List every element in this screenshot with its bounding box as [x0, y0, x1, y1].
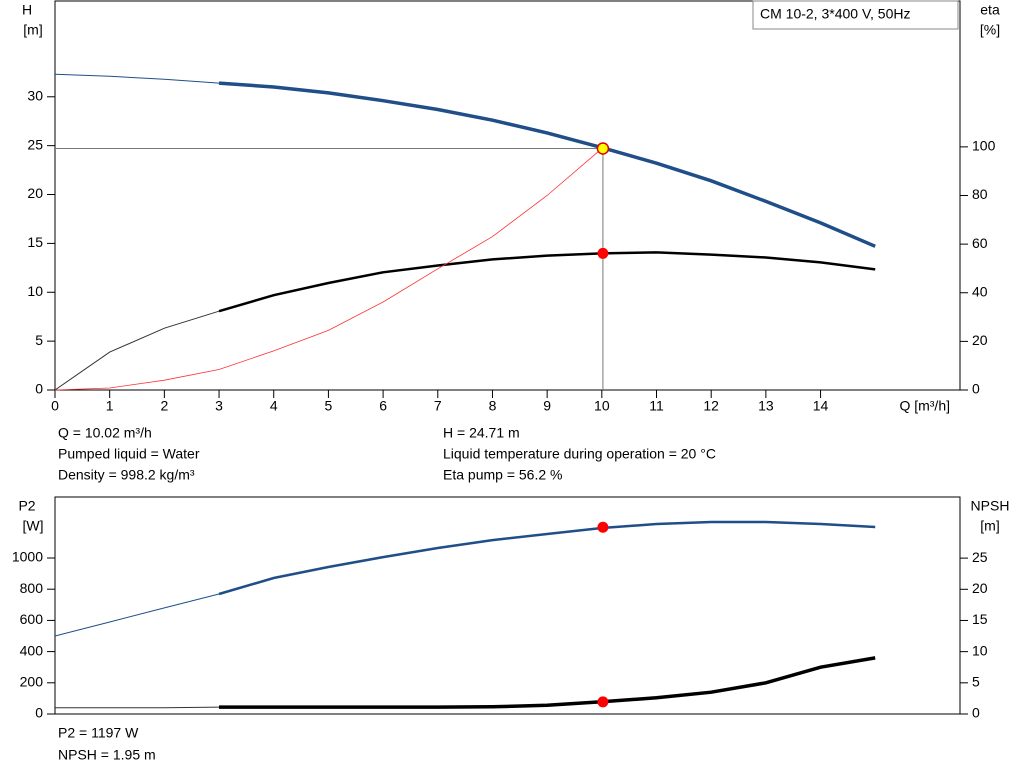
y-axis-label: H	[22, 2, 32, 18]
x-tick-label: 3	[215, 398, 223, 414]
y2-axis-label: eta	[980, 2, 1000, 18]
x-tick-label: 14	[813, 398, 829, 414]
y-tick-label: 30	[27, 87, 43, 103]
y-axis-label: P2	[18, 498, 35, 514]
annotation: Density = 998.2 kg/m³	[58, 467, 195, 483]
curve	[219, 656, 876, 709]
x-tick-label: 5	[325, 398, 333, 414]
x-tick-label: 13	[758, 398, 774, 414]
y2-tick-label: 10	[972, 642, 988, 658]
x-tick-label: 6	[379, 398, 387, 414]
curve	[54, 148, 603, 391]
operating-point	[597, 696, 609, 708]
x-tick-label: 7	[434, 398, 442, 414]
legend-text: CM 10-2, 3*400 V, 50Hz	[760, 6, 910, 22]
x-tick-label: 1	[106, 398, 114, 414]
plot-frame	[54, 496, 961, 715]
x-tick-label: 10	[594, 398, 610, 414]
annotation: P2 = 1197 W	[58, 725, 139, 741]
plot-frame	[54, 0, 961, 391]
operating-point	[596, 142, 610, 155]
annotation: NPSH = 1.95 m	[58, 747, 156, 763]
curve	[55, 706, 220, 709]
y-tick-label: 600	[20, 611, 44, 627]
y-tick-label: 20	[27, 185, 43, 201]
y2-tick-label: 0	[972, 705, 980, 721]
y2-axis-unit: [%]	[980, 22, 1000, 38]
curve	[54, 310, 220, 391]
y-tick-label: 10	[27, 283, 43, 299]
y2-tick-label: 60	[972, 235, 988, 251]
y-tick-label: 1000	[12, 549, 43, 565]
y-tick-label: 200	[20, 674, 44, 690]
y2-tick-label: 40	[972, 283, 988, 299]
y2-tick-label: 20	[972, 580, 988, 596]
y2-tick-label: 15	[972, 611, 988, 627]
y-tick-label: 0	[35, 705, 43, 721]
annotation: Liquid temperature during operation = 20…	[443, 446, 716, 462]
y2-tick-label: 0	[972, 381, 980, 397]
x-tick-label: 8	[489, 398, 497, 414]
x-tick-label: 2	[160, 398, 168, 414]
y-tick-label: 5	[35, 332, 43, 348]
legend-box	[752, 0, 959, 30]
y2-tick-label: 5	[972, 674, 980, 690]
curve	[54, 593, 220, 637]
y2-tick-label: 100	[972, 138, 996, 154]
x-tick-label: 9	[543, 398, 551, 414]
y2-axis-unit: [m]	[980, 518, 999, 534]
x-axis-label: Q [m³/h]	[899, 398, 950, 414]
y2-axis-label: NPSH	[971, 498, 1010, 514]
y-axis-unit: [W]	[23, 518, 44, 534]
annotation: H = 24.71 m	[443, 425, 520, 441]
curve	[218, 251, 876, 313]
curve	[54, 73, 220, 84]
y2-tick-label: 80	[972, 186, 988, 202]
annotation: Q = 10.02 m³/h	[58, 425, 152, 441]
operating-point	[597, 521, 609, 533]
annotation: Pumped liquid = Water	[58, 446, 200, 462]
operating-point	[597, 247, 609, 259]
x-tick-label: 11	[649, 398, 664, 414]
x-tick-label: 4	[270, 398, 278, 414]
y2-tick-label: 20	[972, 332, 988, 348]
y-tick-label: 0	[35, 381, 43, 397]
y-tick-label: 15	[27, 234, 43, 250]
y-axis-unit: [m]	[23, 22, 42, 38]
curve	[218, 81, 876, 248]
y-tick-label: 800	[20, 580, 44, 596]
y-tick-label: 400	[20, 642, 44, 658]
y-tick-label: 25	[27, 136, 43, 152]
x-tick-label: 0	[51, 398, 59, 414]
annotation: Eta pump = 56.2 %	[443, 467, 562, 483]
x-tick-label: 12	[703, 398, 719, 414]
y2-tick-label: 25	[972, 549, 988, 565]
curve	[218, 520, 876, 596]
